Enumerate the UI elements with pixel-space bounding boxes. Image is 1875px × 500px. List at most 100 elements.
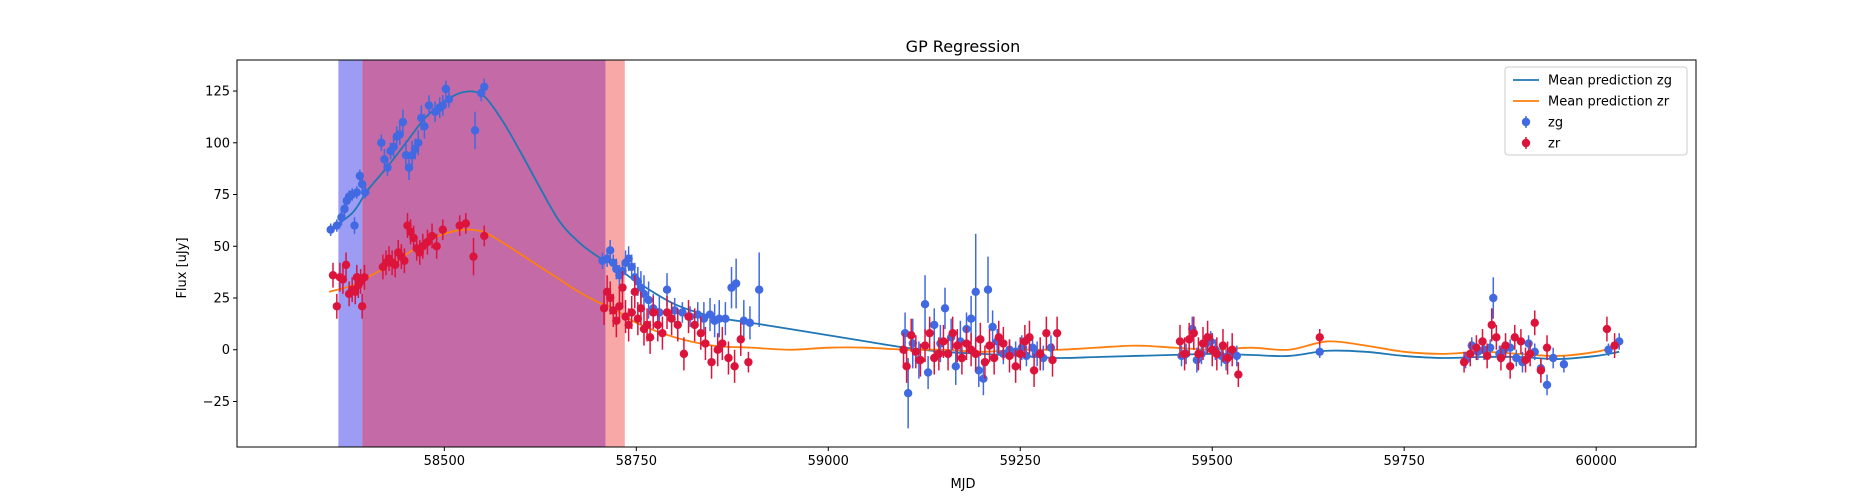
data-point-zr-53 (658, 316, 667, 350)
marker (480, 82, 489, 92)
data-point-zr-60 (696, 316, 706, 350)
data-point-zr-120 (1482, 343, 1492, 369)
data-point-zg-38 (605, 240, 615, 261)
marker (994, 333, 1003, 342)
marker (911, 347, 921, 357)
data-point-zg-67 (754, 252, 764, 327)
marker (1602, 324, 1612, 334)
marker (1482, 351, 1492, 361)
data-point-zr-66 (730, 349, 739, 383)
marker (427, 231, 437, 241)
x-tick-label: 59000 (808, 454, 849, 469)
data-point-zr-17 (390, 252, 400, 278)
data-point-zr-51 (648, 295, 658, 330)
data-point-zr-114 (1234, 362, 1243, 387)
marker (361, 188, 370, 197)
y-axis-ticks: −25 0 25 50 75 100 125 (203, 85, 237, 410)
marker (718, 339, 727, 348)
marker (1472, 343, 1481, 352)
marker (627, 308, 636, 317)
data-point-zr-65 (724, 341, 733, 375)
data-point-zg-83 (974, 353, 983, 387)
shaded-region-0 (338, 60, 363, 447)
marker (338, 275, 348, 284)
y-tick-label: 125 (205, 85, 230, 100)
marker (627, 262, 636, 272)
marker (390, 260, 400, 270)
data-point-zr-82 (957, 341, 967, 375)
marker (943, 349, 953, 359)
marker (1203, 333, 1212, 342)
marker (920, 341, 930, 350)
data-point-zg-11 (361, 186, 370, 199)
data-point-zg-27 (424, 95, 434, 116)
data-point-zr-118 (1472, 335, 1481, 361)
data-point-zg-16 (389, 136, 398, 158)
marker (662, 285, 672, 294)
marker (357, 302, 367, 311)
marker (662, 308, 672, 317)
marker (383, 163, 392, 172)
marker (341, 260, 351, 270)
data-point-zg-126 (1559, 355, 1569, 373)
marker (1180, 349, 1189, 359)
data-point-zr-32 (461, 213, 471, 234)
marker (1492, 333, 1501, 342)
marker (925, 328, 934, 338)
marker (971, 349, 980, 359)
data-point-zr-126 (1510, 324, 1519, 350)
marker (630, 287, 639, 296)
marker (1212, 349, 1222, 359)
data-point-zr-68 (744, 351, 753, 373)
marker (907, 331, 916, 340)
marker (417, 113, 426, 123)
marker (1489, 293, 1498, 303)
data-point-zg-76 (940, 287, 950, 330)
data-point-zr-129 (1525, 341, 1535, 367)
data-point-zg-22 (407, 140, 417, 170)
marker (1466, 349, 1475, 359)
marker (1223, 353, 1232, 363)
marker (678, 308, 687, 317)
data-point-zg-74 (930, 308, 939, 342)
data-point-zr-55 (667, 302, 676, 336)
data-point-zr-67 (736, 322, 745, 356)
marker (673, 320, 682, 330)
marker (754, 285, 764, 294)
marker (736, 335, 745, 344)
marker (744, 357, 753, 367)
data-point-zr-59 (690, 308, 699, 342)
legend-label: zg (1548, 116, 1563, 131)
marker (1524, 339, 1533, 348)
marker (974, 366, 983, 375)
marker (690, 320, 699, 330)
data-point-zr-134 (1610, 333, 1619, 359)
marker (380, 155, 389, 164)
marker (1315, 333, 1324, 342)
data-point-zr-54 (662, 295, 672, 330)
marker (745, 318, 755, 328)
data-point-zr-112 (1223, 341, 1232, 375)
marker (920, 300, 930, 309)
marker (1496, 353, 1506, 363)
data-point-zr-117 (1466, 341, 1475, 367)
data-point-zg-8 (352, 186, 361, 199)
marker (903, 388, 913, 398)
marker (414, 138, 423, 147)
data-point-zr-62 (707, 345, 716, 379)
data-point-zr-107 (1198, 326, 1208, 361)
data-point-zr-87 (980, 345, 990, 379)
data-point-zr-61 (701, 326, 710, 361)
data-point-zr-44 (627, 295, 636, 330)
marker (1510, 333, 1519, 342)
marker (1501, 341, 1510, 350)
data-point-zr-72 (911, 335, 921, 369)
data-point-zg-108 (1232, 345, 1241, 367)
data-point-zr-20 (400, 248, 409, 274)
marker (609, 306, 618, 315)
data-point-zg-35 (480, 78, 489, 96)
marker (957, 353, 967, 363)
data-point-zr-4 (341, 252, 351, 278)
data-point-zr-100 (1048, 343, 1057, 377)
data-point-zr-12 (360, 264, 369, 290)
